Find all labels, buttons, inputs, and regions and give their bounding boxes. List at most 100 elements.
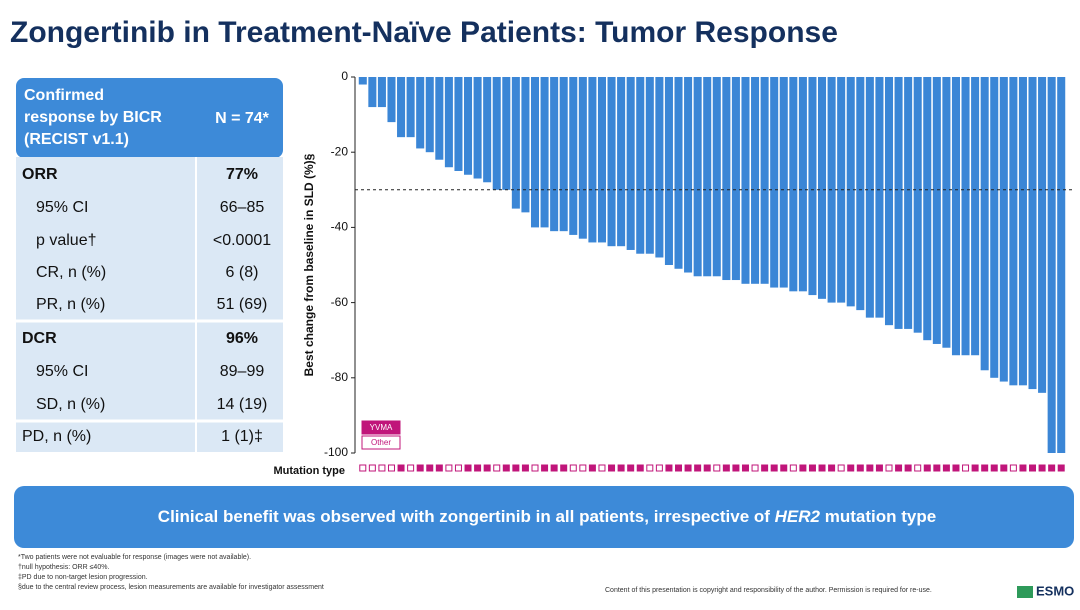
mutation-square xyxy=(445,464,453,472)
mutation-square xyxy=(866,464,874,472)
table-header-label: Confirmed xyxy=(24,87,104,104)
mutation-square xyxy=(541,464,549,472)
mutation-square xyxy=(1000,464,1008,472)
bar xyxy=(550,77,559,232)
bar xyxy=(645,77,654,254)
table-row-value: 89–99 xyxy=(220,363,265,380)
y-tick-label: -20 xyxy=(331,144,349,158)
bar xyxy=(617,77,626,247)
bar xyxy=(511,77,520,209)
mutation-square xyxy=(1057,464,1065,472)
bar xyxy=(875,77,884,318)
bar xyxy=(703,77,712,277)
table-row-label: ORR xyxy=(22,166,58,183)
mutation-square xyxy=(789,464,797,472)
mutation-square xyxy=(1029,464,1037,472)
mutation-square xyxy=(856,464,864,472)
bar xyxy=(559,77,568,232)
mutation-square xyxy=(474,464,482,472)
y-tick-label: -100 xyxy=(324,445,348,459)
mutation-square xyxy=(560,464,568,472)
mutation-square xyxy=(378,464,386,472)
table-row-value: 1 (1)‡ xyxy=(221,428,263,445)
slide-title: Zongertinib in Treatment-Naïve Patients:… xyxy=(10,16,838,49)
bar xyxy=(999,77,1008,382)
y-tick-label: 0 xyxy=(341,69,348,83)
legend-label: YVMA xyxy=(370,423,393,432)
table-row-value: 66–85 xyxy=(220,199,265,216)
bar xyxy=(569,77,578,235)
bar xyxy=(856,77,865,311)
bar xyxy=(588,77,597,243)
mutation-square xyxy=(761,464,769,472)
mutation-square xyxy=(847,464,855,472)
bar xyxy=(751,77,760,284)
bar xyxy=(406,77,415,138)
table-row-value: 96% xyxy=(226,330,258,347)
legend-label: Other xyxy=(371,438,391,447)
bar xyxy=(1047,77,1056,453)
bar xyxy=(904,77,913,329)
bar xyxy=(913,77,922,333)
bar xyxy=(664,77,673,265)
mutation-square xyxy=(407,464,415,472)
bar xyxy=(444,77,453,168)
logo: ESMO xyxy=(1036,583,1074,598)
bar xyxy=(961,77,970,356)
bar xyxy=(521,77,530,213)
bar xyxy=(387,77,396,123)
mutation-square xyxy=(962,464,970,472)
mutation-label: Mutation type xyxy=(274,465,346,477)
copyright: Content of this presentation is copyrigh… xyxy=(605,587,932,594)
mutation-square xyxy=(981,464,989,472)
mutation-square xyxy=(464,464,472,472)
bar xyxy=(674,77,683,269)
legend-swatch xyxy=(361,420,401,435)
mutation-square xyxy=(837,464,845,472)
bar xyxy=(597,77,606,243)
mutation-square xyxy=(608,464,616,472)
mutation-square xyxy=(665,464,673,472)
mutation-square xyxy=(569,464,577,472)
mutation-square xyxy=(627,464,635,472)
mutation-square xyxy=(435,464,443,472)
mutation-square xyxy=(368,464,376,472)
table-row-label: 95% CI xyxy=(36,199,88,216)
footnote: *Two patients were not evaluable for res… xyxy=(18,554,251,561)
table-header-label: (RECIST v1.1) xyxy=(24,131,129,148)
mutation-square xyxy=(502,464,510,472)
table-header-bg xyxy=(16,78,283,158)
bar xyxy=(712,77,721,277)
banner-text-part: Clinical benefit was observed with zonge… xyxy=(158,507,775,526)
mutation-square xyxy=(617,464,625,472)
bar xyxy=(942,77,951,348)
mutation-square xyxy=(732,464,740,472)
bar xyxy=(684,77,693,273)
table-row-value: 77% xyxy=(226,166,258,183)
bar xyxy=(894,77,903,329)
banner xyxy=(14,486,1074,548)
mutation-square xyxy=(426,464,434,472)
mutation-square xyxy=(751,464,759,472)
table-row-label: PD, n (%) xyxy=(22,428,91,445)
mutation-square xyxy=(933,464,941,472)
bar xyxy=(530,77,540,228)
legend-swatch xyxy=(361,435,401,450)
bar xyxy=(492,77,501,190)
mutation-square xyxy=(770,464,778,472)
table-row-label: SD, n (%) xyxy=(36,396,105,413)
table-header-label: response by BICR xyxy=(24,109,162,126)
mutation-square xyxy=(703,464,711,472)
bar xyxy=(923,77,932,341)
bar xyxy=(636,77,645,254)
bar xyxy=(655,77,664,258)
footnote: §due to the central review process, lesi… xyxy=(18,584,324,591)
bar xyxy=(1057,77,1066,453)
mutation-square xyxy=(1038,464,1046,472)
mutation-square xyxy=(416,464,424,472)
bar xyxy=(779,77,788,288)
bar xyxy=(865,77,874,318)
mutation-square xyxy=(588,464,596,472)
table-row-label: CR, n (%) xyxy=(36,264,106,281)
